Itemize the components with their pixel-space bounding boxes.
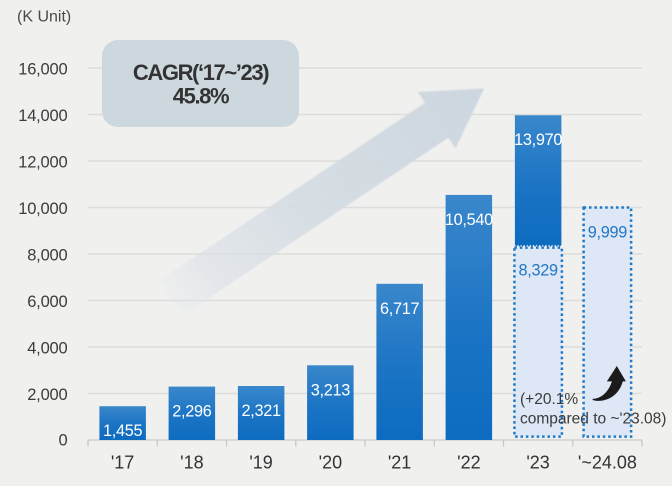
svg-text:3,213: 3,213 [311,381,350,399]
svg-text:'20: '20 [319,453,342,473]
svg-text:'17: '17 [111,453,134,473]
svg-text:(K Unit): (K Unit) [17,9,71,26]
svg-text:2,296: 2,296 [172,403,211,421]
svg-text:(+20.1%: (+20.1% [520,391,578,408]
svg-text:16,000: 16,000 [18,61,67,79]
svg-text:10,000: 10,000 [18,200,67,218]
svg-text:'18: '18 [180,453,203,473]
svg-text:0: 0 [59,432,68,450]
svg-text:9,999: 9,999 [588,224,627,242]
svg-text:1,455: 1,455 [103,422,142,440]
svg-text:'19: '19 [249,453,272,473]
svg-text:6,717: 6,717 [380,300,419,318]
svg-text:45.8%: 45.8% [173,84,229,109]
svg-text:14,000: 14,000 [18,107,67,125]
svg-text:2,000: 2,000 [27,386,67,404]
svg-text:8,329: 8,329 [518,261,557,279]
svg-text:10,540: 10,540 [445,211,493,229]
svg-text:13,970: 13,970 [514,131,562,149]
svg-text:4,000: 4,000 [27,340,67,358]
svg-text:'22: '22 [457,453,480,473]
svg-text:6,000: 6,000 [27,293,67,311]
svg-text:12,000: 12,000 [18,154,67,172]
svg-text:8,000: 8,000 [27,247,67,265]
svg-text:CAGR(‘17~’23): CAGR(‘17~’23) [133,60,269,85]
svg-text:2,321: 2,321 [241,402,280,420]
svg-text:'23: '23 [526,453,549,473]
svg-text:'21: '21 [388,453,411,473]
svg-text:'~24.08: '~24.08 [578,453,637,473]
svg-text:compared to ~'23.08): compared to ~'23.08) [520,411,666,428]
